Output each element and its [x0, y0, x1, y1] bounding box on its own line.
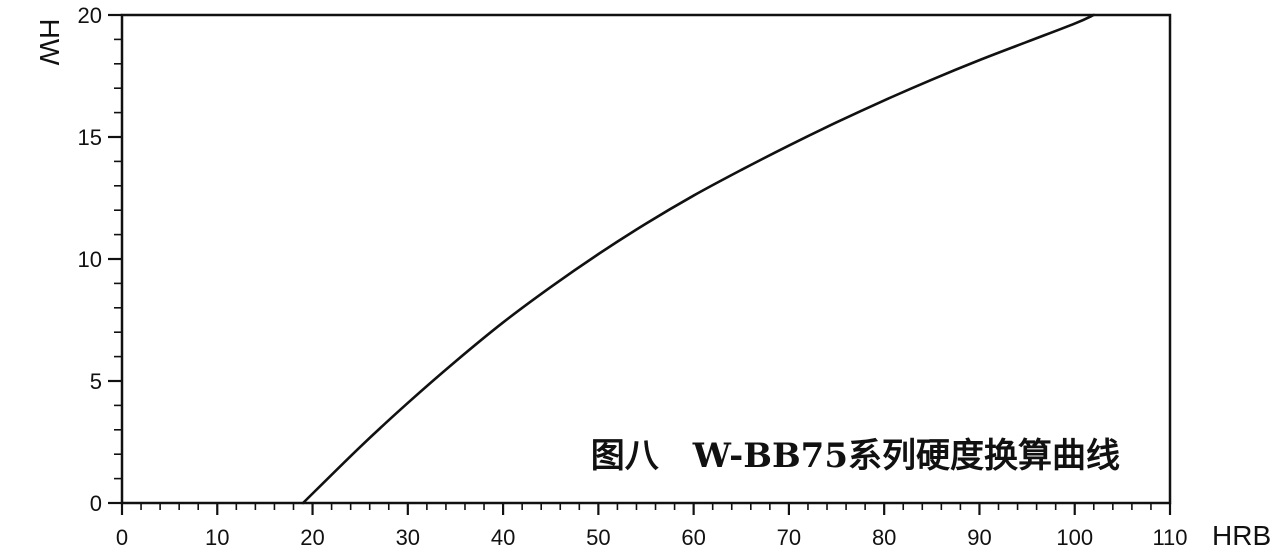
x-tick-label: 100 — [1056, 525, 1093, 550]
x-tick-label: 20 — [300, 525, 324, 550]
y-tick-label: 15 — [78, 125, 102, 150]
y-tick-labels: 0 5 10 15 20 — [78, 3, 102, 516]
x-tick-label: 40 — [491, 525, 515, 550]
x-tick-label: 60 — [681, 525, 705, 550]
y-tick-label: 10 — [78, 247, 102, 272]
conversion-curve — [301, 13, 1096, 505]
x-tick-label: 0 — [116, 525, 128, 550]
chart-title: 图八 W-BB75系列硬度换算曲线 — [591, 436, 1120, 476]
x-tick-label: 90 — [967, 525, 991, 550]
x-axis-title: HRB — [1212, 520, 1271, 550]
x-tick-label: 110 — [1152, 525, 1187, 550]
y-tick-label: 20 — [78, 3, 102, 28]
x-tick-label: 30 — [396, 525, 420, 550]
y-tick-label: 5 — [90, 369, 102, 394]
x-tick-label: 10 — [205, 525, 229, 550]
y-tick-label: 0 — [90, 491, 102, 516]
y-axis-ticks — [108, 13, 122, 505]
x-axis-ticks — [120, 503, 1172, 515]
x-tick-label: 80 — [872, 525, 896, 550]
plot-frame — [120, 13, 1172, 505]
x-tick-label: 70 — [777, 525, 801, 550]
series-layer — [301, 13, 1096, 505]
x-tick-labels: 0 10 20 30 40 50 60 70 80 90 100 110 — [116, 525, 1188, 550]
x-tick-label: 50 — [586, 525, 610, 550]
y-axis-title: HW — [34, 19, 65, 66]
